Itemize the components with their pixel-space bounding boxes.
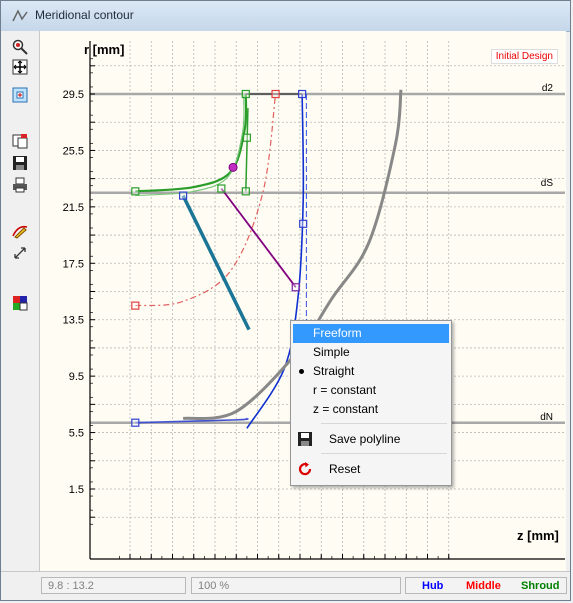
curve-hub — [246, 93, 305, 429]
control-points — [131, 89, 308, 427]
zoom-icon[interactable] — [9, 37, 31, 57]
control-point — [291, 283, 300, 292]
toolbar — [1, 31, 40, 572]
menu-item-reset[interactable]: Reset — [293, 458, 449, 480]
curve-shroud — [135, 93, 248, 193]
control-point — [298, 89, 307, 99]
line-label-ds: dS — [541, 178, 554, 189]
legend-hub: Hub — [422, 580, 444, 592]
control-point — [242, 133, 251, 142]
fit-icon[interactable] — [9, 85, 31, 105]
control-point — [271, 89, 280, 99]
copy-icon[interactable] — [9, 131, 31, 151]
line-label-d2: d2 — [542, 83, 554, 94]
zoom-readout: 100 % — [191, 577, 401, 594]
control-point — [299, 219, 308, 228]
selected-point-marker — [228, 162, 238, 172]
curve-leading-edge — [181, 194, 251, 331]
y-tick-label: 17.5 — [63, 258, 84, 270]
checked-bullet-icon — [299, 369, 304, 374]
line-label-dn: dN — [540, 412, 553, 423]
control-point — [131, 187, 140, 196]
legend-middle: Middle — [466, 580, 501, 592]
y-tick-label: 9.5 — [69, 371, 84, 383]
menu-item-z-constant[interactable]: z = constant — [313, 402, 379, 416]
y-tick-label: 5.5 — [69, 428, 84, 440]
legend: Hub Middle Shroud — [405, 577, 567, 594]
save-icon[interactable] — [9, 153, 31, 173]
menu-item-simple[interactable]: Simple — [313, 345, 350, 359]
control-point — [131, 301, 140, 310]
menu-item-straight[interactable]: Straight — [293, 362, 449, 381]
save-icon — [298, 432, 312, 446]
y-tick-label: 13.5 — [63, 315, 84, 327]
resize-icon[interactable] — [9, 243, 31, 263]
color-icon[interactable] — [9, 293, 31, 313]
y-tick-label: 25.5 — [63, 145, 84, 157]
control-point — [131, 418, 140, 427]
pan-icon[interactable] — [9, 57, 31, 77]
y-axis-label: r [mm] — [84, 42, 124, 57]
app-icon — [12, 9, 28, 22]
control-point — [241, 89, 250, 99]
menu-separator — [321, 423, 447, 424]
legend-shroud: Shroud — [521, 580, 560, 592]
control-point — [217, 184, 226, 193]
menu-item-r-constant[interactable]: r = constant — [313, 383, 377, 397]
title-bar[interactable]: Meridional contour — [1, 1, 570, 32]
curve-middle — [135, 93, 277, 307]
x-axis-label: z [mm] — [517, 528, 559, 543]
y-tick-label: 21.5 — [63, 202, 84, 214]
initial-design-badge: Initial Design — [490, 49, 558, 64]
y-tick-label: 29.5 — [63, 89, 84, 101]
menu-item-save-polyline[interactable]: Save polyline — [293, 428, 449, 450]
curve-shroud-inner — [135, 93, 245, 197]
badge-text: Initial Design — [495, 51, 553, 62]
context-menu: Freeform Simple Straight r = constant z … — [290, 320, 452, 486]
menu-separator — [321, 453, 447, 454]
y-tick-label: 1.5 — [69, 484, 84, 496]
control-point — [179, 191, 188, 200]
meridional-chart[interactable]: -137111519232729.525.521.517.513.59.55.5… — [40, 31, 568, 573]
shroud-vertical — [245, 108, 249, 192]
menu-item-freeform[interactable]: Freeform — [293, 324, 449, 343]
axis-ticks: -137111519232729.525.521.517.513.59.55.5… — [63, 41, 565, 573]
curve-outer-contour — [182, 89, 403, 421]
edit-curve-icon[interactable] — [9, 221, 31, 241]
coords-readout: 9.8 : 13.2 — [41, 577, 186, 594]
status-bar: 9.8 : 13.2 100 % Hub Middle Shroud — [1, 571, 570, 600]
curve-hub-inlet — [135, 417, 249, 424]
curves — [135, 89, 403, 429]
reset-icon — [298, 462, 312, 476]
print-icon[interactable] — [9, 175, 31, 195]
control-point — [241, 187, 250, 196]
plot-area[interactable]: -137111519232729.525.521.517.513.59.55.5… — [40, 31, 568, 573]
window-title: Meridional contour — [35, 8, 134, 22]
curve-trailing-edge — [220, 187, 297, 288]
